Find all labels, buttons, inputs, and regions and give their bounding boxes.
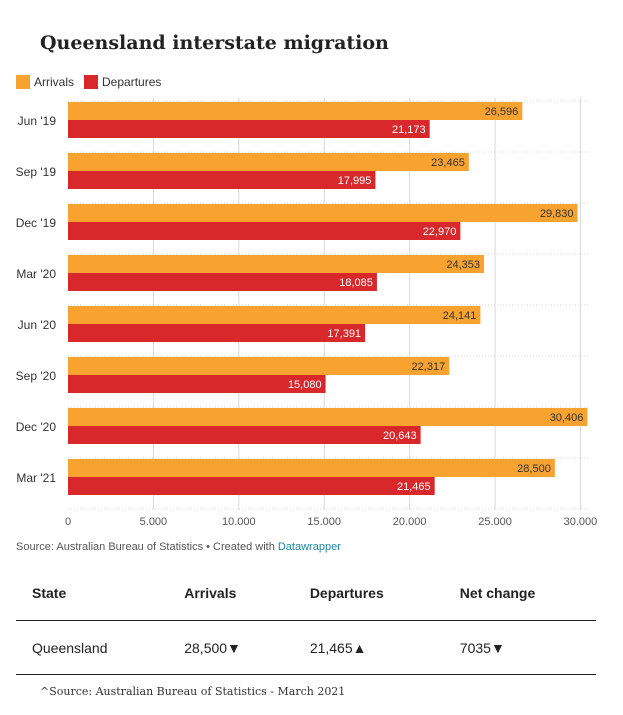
cell-departures: 21,465▲ [293,620,444,675]
category-label: Jun '19 [18,114,57,128]
data-label: 21,465 [397,481,431,493]
legend-item-departures: Departures [84,75,161,89]
bar-arrivals [68,408,588,426]
data-label: 18,085 [339,277,373,289]
data-label: 17,995 [338,175,372,187]
bar-departures [68,477,435,495]
legend-label-departures: Departures [102,75,162,89]
cell-arrivals: 28,500▼ [168,620,294,675]
data-label: 22,317 [412,361,446,373]
x-tick-label: 10,000 [222,516,256,525]
bar-chart: Jun '19 26,596 21,173 Sep '19 23,465 17,995 De… [16,98,598,525]
source-text: Source: Australian Bureau of Statistics … [16,541,278,553]
x-tick-label: 0 [65,516,71,525]
bar-arrivals [68,459,555,477]
table-header-row: State Arrivals Departures Net change [16,570,596,621]
bar-departures [68,222,461,240]
data-label: 15,080 [288,379,322,391]
x-tick-label: 5,000 [140,516,168,525]
category-label: Dec '19 [16,216,57,230]
bar-arrivals [68,357,450,375]
x-tick-label: 30,000 [564,516,598,525]
category-label: Mar '21 [16,471,56,485]
column-header-state: State [16,570,169,621]
bar-arrivals [68,153,469,171]
bar-departures [68,273,377,291]
bar-departures [68,324,366,342]
legend-swatch-departures [84,75,99,89]
datawrapper-link[interactable]: Datawrapper [277,541,341,553]
category-label: Mar '20 [16,267,56,281]
category-label: Sep '20 [16,369,57,383]
legend-item-arrivals: Arrivals [16,75,74,89]
data-label: 28,500 [517,463,551,475]
bar-departures [68,426,421,444]
cell-state: Queensland [16,620,169,675]
summary-table: State Arrivals Departures Net change Que… [16,570,596,675]
data-label: 17,391 [327,328,361,340]
data-label: 23,465 [431,157,465,169]
data-label: 24,353 [446,259,480,271]
category-label: Jun '20 [18,318,57,332]
column-header-arrivals: Arrivals [168,570,294,621]
legend-label-arrivals: Arrivals [34,75,75,89]
column-header-net-change: Net change [443,570,596,621]
data-label: 29,830 [540,208,574,220]
legend-swatch-arrivals [16,75,30,89]
x-tick-label: 25,000 [478,516,512,525]
data-label: 21,173 [392,124,426,136]
data-label: 30,406 [550,412,584,424]
bar-departures [68,171,376,189]
chart-title: Queensland interstate migration [40,32,389,54]
bar-arrivals [68,306,481,324]
footnote: ^Source: Australian Bureau of Statistics… [40,685,346,698]
cell-net-change: 7035▼ [443,620,596,675]
data-label: 20,643 [383,430,417,442]
chart-legend: Arrivals Departures [16,75,171,89]
column-header-departures: Departures [293,570,444,621]
x-tick-label: 20,000 [393,516,427,525]
bar-departures [68,120,430,138]
bar-departures [68,375,326,393]
data-label: 24,141 [443,310,477,322]
x-tick-label: 15,000 [307,516,341,525]
bar-arrivals [68,102,523,120]
category-label: Dec '20 [16,420,57,434]
data-label: 26,596 [485,106,519,118]
data-label: 22,970 [423,226,457,238]
table-row: Queensland 28,500▼ 21,465▲ 7035▼ [16,620,596,675]
bar-arrivals [68,204,578,222]
source-line: Source: Australian Bureau of Statistics … [16,541,341,553]
bar-arrivals [68,255,484,273]
category-label: Sep '19 [16,165,57,179]
